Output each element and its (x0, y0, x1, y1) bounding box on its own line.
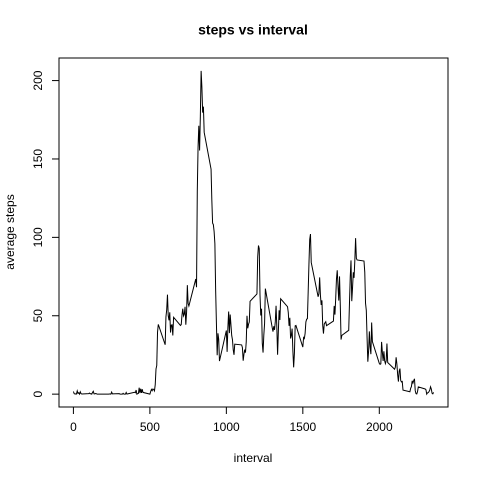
x-tick-label: 1000 (213, 420, 240, 434)
x-tick-label: 1500 (289, 420, 316, 434)
y-tick-label: 0 (31, 390, 45, 397)
y-tick-label: 150 (31, 149, 45, 169)
x-tick-label: 0 (70, 420, 77, 434)
chart-title: steps vs interval (198, 22, 308, 38)
y-tick-label: 100 (31, 227, 45, 247)
y-tick-label: 50 (31, 309, 45, 323)
x-tick-label: 500 (140, 420, 160, 434)
x-axis-label: interval (234, 451, 273, 465)
y-axis-label: average steps (3, 194, 17, 269)
y-tick-label: 200 (31, 70, 45, 90)
data-line (72, 70, 435, 396)
x-tick-label: 2000 (366, 420, 393, 434)
